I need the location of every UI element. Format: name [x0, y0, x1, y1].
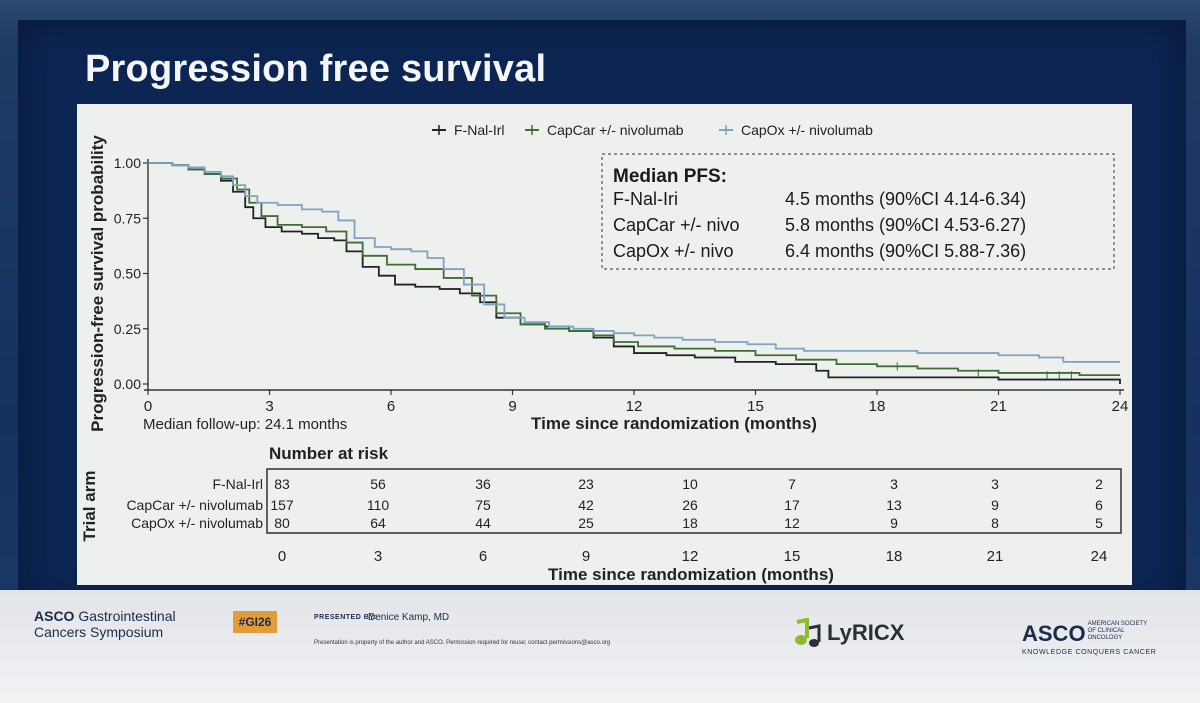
risk-count: 3	[991, 476, 999, 492]
x-tick-label: 6	[387, 398, 395, 415]
risk-table-title: Number at risk	[269, 444, 389, 463]
median-value: 5.8 months (90%CI 4.53-6.27)	[785, 215, 1026, 235]
footer-bar	[0, 590, 1200, 703]
risk-row-label: CapCar +/- nivolumab	[126, 497, 263, 513]
risk-count: 9	[991, 497, 999, 513]
risk-count: 75	[475, 497, 491, 513]
risk-count: 36	[475, 476, 491, 492]
risk-count: 23	[578, 476, 594, 492]
x-tick-label: 3	[265, 398, 273, 415]
risk-count: 80	[274, 515, 290, 531]
km-curve-1	[148, 162, 1121, 384]
km-chart: 0.000.250.500.751.000 3 6 9 12 15 18 21 24Progre…	[80, 122, 1129, 584]
risk-time-label: 21	[987, 548, 1004, 565]
hashtag-badge: #GI26	[233, 611, 277, 633]
presented-by-label: PRESENTED BY:	[314, 614, 377, 621]
risk-time-label: 15	[784, 548, 801, 565]
risk-count: 110	[367, 497, 390, 513]
y-tick-label: 0.50	[114, 266, 141, 282]
risk-count: 8	[991, 515, 999, 531]
symposium-line2: Cancers Symposium	[34, 624, 164, 640]
asco-tagline: KNOWLEDGE CONQUERS CANCER	[1022, 649, 1157, 656]
x-tick-label: 12	[626, 398, 643, 415]
risk-count: 64	[370, 515, 386, 531]
median-box	[601, 153, 1115, 270]
risk-time-label: 9	[582, 548, 590, 565]
median-arm: CapOx +/- nivo	[613, 241, 734, 261]
risk-count: 6	[1095, 497, 1103, 513]
risk-count: 13	[886, 497, 902, 513]
risk-time-label: 6	[479, 548, 487, 565]
risk-count: 17	[784, 497, 800, 513]
risk-side-label: Trial arm	[80, 471, 99, 542]
legend-label: F-Nal-Irl	[454, 122, 505, 138]
disclaimer-text: Presentation is property of the author a…	[314, 640, 611, 646]
median-value: 4.5 months (90%CI 4.14-6.34)	[785, 189, 1026, 209]
risk-time-label: 12	[682, 548, 699, 565]
median-arm: CapCar +/- nivo	[613, 215, 740, 235]
presenter-name: Denice Kamp, MD	[368, 612, 450, 623]
asco-society-logo: ASCO AMERICAN SOCIETY OF CLINICAL ONCOLOG…	[1022, 621, 1156, 656]
risk-count: 9	[890, 515, 898, 531]
y-tick-label: 0.75	[114, 210, 141, 226]
symposium-line1: Gastrointestinal	[78, 608, 176, 624]
risk-time-label: 3	[374, 548, 382, 565]
legend-label: CapOx +/- nivolumab	[741, 122, 873, 138]
risk-count: 44	[475, 515, 491, 531]
asco-society-name: AMERICAN SOCIETY OF CLINICAL ONCOLOGY	[1087, 621, 1148, 641]
symposium-name: ASCO Gastrointestinal Cancers Symposium	[34, 608, 176, 640]
x-tick-label: 24	[1112, 398, 1129, 415]
median-arm: F-Nal-Iri	[613, 189, 678, 209]
risk-count: 26	[682, 497, 698, 513]
chart-panel: 0.00 0.25 0.50 0.75 1.00 0 3 6 9 12 15 18 21 24 Progre…	[77, 104, 1132, 585]
lyricx-logo: LyRICX	[793, 618, 904, 648]
y-tick-label: 1.00	[114, 155, 141, 171]
asco-wordmark: ASCO	[1022, 621, 1086, 646]
risk-count: 5	[1095, 515, 1103, 531]
slide-title: Progression free survival	[85, 48, 547, 90]
legend-label: CapCar +/- nivolumab	[547, 122, 684, 138]
lyricx-icon	[795, 618, 821, 647]
risk-x-label: Time since randomization (months)	[548, 565, 834, 584]
median-title: Median PFS:	[613, 166, 727, 187]
km-curve-3	[148, 162, 1120, 363]
x-tick-label: 18	[869, 398, 886, 415]
risk-count: 42	[578, 497, 594, 513]
risk-time-label: 0	[278, 548, 286, 565]
risk-count: 2	[1095, 476, 1103, 492]
y-tick-label: 0.00	[114, 376, 141, 392]
median-value: 6.4 months (90%CI 5.88-7.36)	[785, 241, 1026, 261]
risk-count: 18	[682, 515, 698, 531]
risk-count: 3	[890, 476, 898, 492]
risk-time-label: 18	[886, 548, 903, 565]
risk-count: 12	[784, 515, 800, 531]
km-curve-2	[148, 162, 1120, 377]
risk-count: 7	[788, 476, 796, 492]
x-tick-label: 21	[990, 398, 1007, 415]
lyricx-wordmark: LyRICX	[827, 620, 905, 645]
risk-row-label: F-Nal-Irl	[212, 476, 263, 492]
risk-count: 157	[270, 497, 294, 513]
risk-time-label: 24	[1091, 548, 1108, 565]
risk-count: 25	[578, 515, 594, 531]
followup-note: Median follow-up: 24.1 months	[143, 416, 347, 433]
risk-row-label: CapOx +/- nivolumab	[131, 515, 263, 531]
x-tick-label: 9	[508, 398, 516, 415]
risk-count: 10	[682, 476, 698, 492]
x-axis-label: Time since randomization (months)	[531, 414, 817, 433]
x-tick-label: 0	[144, 398, 152, 415]
y-axis-label: Progression-free survival probability	[88, 135, 107, 432]
x-tick-label: 15	[747, 398, 764, 415]
risk-count: 83	[274, 476, 290, 492]
asco-short: ASCO	[34, 608, 75, 624]
risk-table-box	[266, 468, 1122, 534]
y-tick-label: 0.25	[114, 321, 141, 337]
risk-count: 56	[370, 476, 386, 492]
